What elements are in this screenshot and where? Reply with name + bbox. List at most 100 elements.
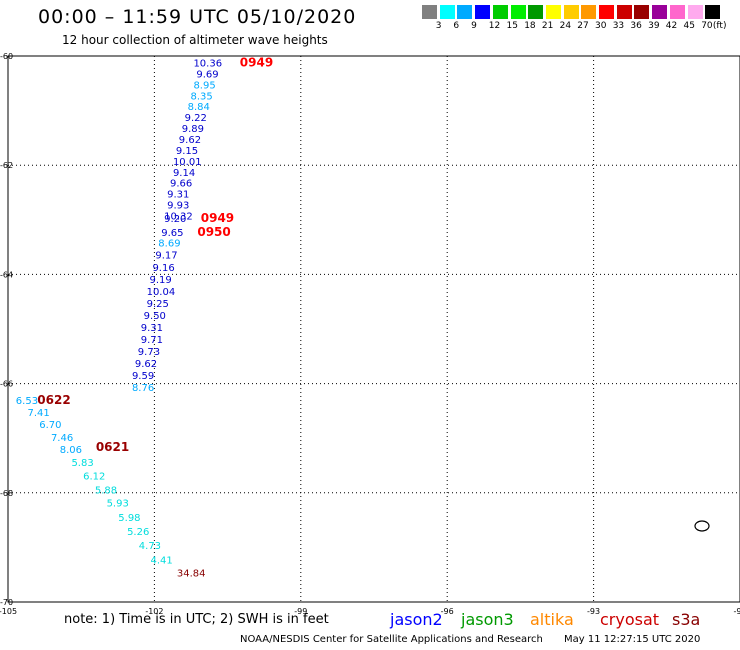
legend-swatch <box>439 5 455 19</box>
wave-height-value: 9.93 <box>167 201 189 212</box>
x-tick-label: -99 <box>294 607 307 616</box>
legend-label: 27 <box>577 21 589 31</box>
wave-height-value: 9.17 <box>155 251 177 262</box>
wave-height-value: 10.01 <box>173 157 202 168</box>
legend-swatch <box>545 5 561 19</box>
wave-height-value: 10.32 <box>164 211 193 222</box>
legend-label: 30 <box>595 21 607 31</box>
wave-height-value: 9.19 <box>150 275 172 286</box>
x-tick-label: -90 <box>733 607 740 616</box>
legend-label: 42 <box>665 21 678 31</box>
chart-subtitle: 12 hour collection of altimeter wave hei… <box>62 33 328 47</box>
legend-label: 6 <box>453 21 460 31</box>
axis-tick-labels: -105 -102 -99 -96 -93 -90 -60 -62 -64 -66 -68 -70 <box>0 52 740 616</box>
wave-height-value: 4.41 <box>150 555 172 566</box>
legend-label: 15 <box>506 21 518 31</box>
coastline-island <box>694 520 710 532</box>
wave-height-value: 6.53 <box>16 396 38 407</box>
y-tick-label: -66 <box>0 380 13 389</box>
x-tick-label: -102 <box>145 607 163 616</box>
legend-swatch <box>528 5 544 19</box>
wave-height-value: 34.84 <box>177 569 206 580</box>
wave-height-labels: 10.369.698.958.358.849.229.899.629.1510.… <box>16 59 222 580</box>
footer-credit: NOAA/NESDIS Center for Satellite Applica… <box>240 634 700 645</box>
footer-timestamp: May 11 12:27:15 UTC 2020 <box>564 634 701 645</box>
wave-height-value: 8.35 <box>191 91 213 102</box>
legend-swatch <box>510 5 526 19</box>
wave-height-value: 9.71 <box>141 335 163 346</box>
legend-label: 39 <box>648 21 660 31</box>
x-tick-label: -96 <box>441 607 454 616</box>
legend-label: 70 <box>701 21 713 31</box>
satellite-s3a: s3a <box>672 610 701 629</box>
wave-height-value: 9.50 <box>144 311 166 322</box>
pass-time-label: 0950 <box>197 225 230 239</box>
wave-height-value: 9.73 <box>138 347 160 358</box>
wave-height-value: 9.62 <box>135 359 157 370</box>
y-tick-label: -68 <box>0 489 13 498</box>
legend-swatch <box>422 5 437 19</box>
wave-height-value: 9.31 <box>141 323 163 334</box>
legend-swatch <box>616 5 632 19</box>
y-tick-label: -62 <box>0 161 13 170</box>
wave-height-value: 4.73 <box>139 541 161 552</box>
legend-swatch <box>492 5 508 19</box>
wave-height-value: 5.98 <box>118 513 140 524</box>
wave-height-value: 8.69 <box>158 239 180 250</box>
legend-label: 9 <box>471 21 477 31</box>
legend-swatch <box>563 5 579 19</box>
legend-swatch <box>652 5 668 19</box>
pass-time-label: 0621 <box>96 440 129 454</box>
legend-swatch <box>669 5 685 19</box>
legend-swatch <box>457 5 473 19</box>
legend-label: 36 <box>630 21 642 31</box>
satellite-jason3: jason3 <box>461 610 514 629</box>
x-tick-label: -93 <box>587 607 600 616</box>
wave-height-value: 8.84 <box>188 102 210 113</box>
wave-height-value: 10.36 <box>193 59 222 70</box>
legend-swatch <box>705 5 721 19</box>
wave-height-value: 5.88 <box>95 486 117 497</box>
satellite-cryosat: cryosat <box>600 610 660 629</box>
legend-label: (ft) <box>712 21 727 31</box>
wave-height-value: 9.15 <box>176 146 198 157</box>
legend-label: 45 <box>683 21 695 31</box>
wave-height-value: 5.93 <box>107 499 129 510</box>
wave-height-value: 9.62 <box>179 135 201 146</box>
wave-height-value: 9.20 <box>164 214 186 225</box>
graticule <box>8 56 740 602</box>
y-tick-label: -60 <box>0 52 13 61</box>
legend-swatch <box>581 5 597 19</box>
wave-height-value: 7.46 <box>51 433 73 444</box>
legend-swatch <box>599 5 614 19</box>
wave-height-value: 9.89 <box>182 124 204 135</box>
wave-height-value: 9.65 <box>161 228 183 239</box>
wave-height-value: 10.04 <box>147 287 176 298</box>
y-tick-label: -64 <box>0 270 13 279</box>
wave-height-value: 9.22 <box>185 113 207 124</box>
pass-time-label: 0949 <box>240 56 273 70</box>
wave-height-value: 9.31 <box>167 190 189 201</box>
wave-height-value: 9.25 <box>147 299 169 310</box>
wave-height-value: 8.95 <box>193 80 215 91</box>
x-tick-label: -105 <box>0 607 17 616</box>
legend-label: 18 <box>524 21 536 31</box>
wave-height-value: 9.14 <box>173 168 195 179</box>
wave-height-value: 9.16 <box>152 263 174 274</box>
legend-label: 21 <box>541 21 554 31</box>
pass-time-label: 0622 <box>37 393 70 407</box>
legend-label: 24 <box>559 21 572 31</box>
wave-height-value: 7.41 <box>28 408 50 419</box>
chart-title: 00:00 – 11:59 UTC 05/10/2020 <box>38 6 357 28</box>
pass-time-label: 0949 <box>201 211 234 225</box>
wave-height-value: 9.59 <box>132 371 154 382</box>
plot-frame <box>7 55 740 603</box>
wave-height-value: 9.69 <box>196 69 218 80</box>
wave-height-value: 6.12 <box>83 471 105 482</box>
wave-height-value: 8.06 <box>60 445 82 456</box>
wave-height-value: 5.83 <box>71 458 93 469</box>
wave-height-value: 6.70 <box>39 420 61 431</box>
legend-label: 12 <box>488 21 501 31</box>
